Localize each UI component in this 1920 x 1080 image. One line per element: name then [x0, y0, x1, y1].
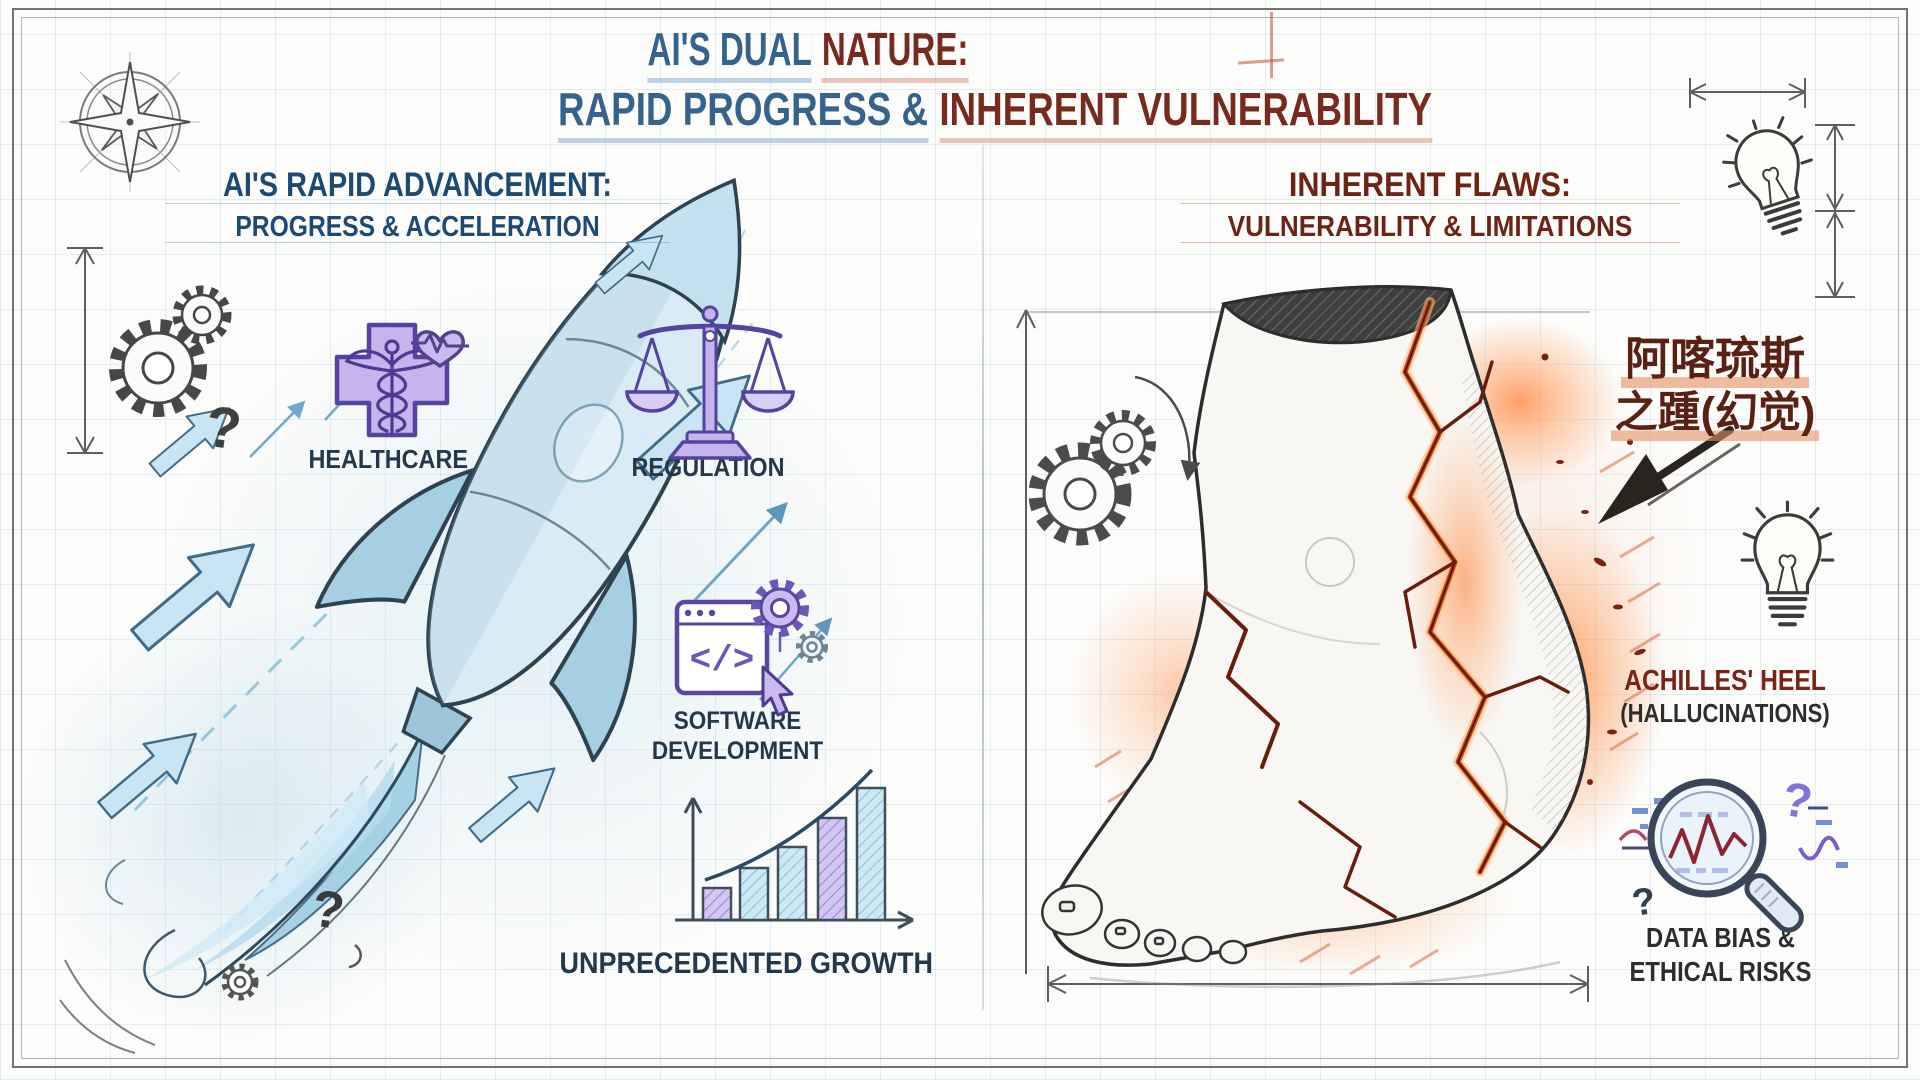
code-tag-glyph: </>: [690, 640, 755, 681]
rocket-exhaust: [105, 729, 446, 999]
label-software-line2: DEVELOPMENT: [651, 737, 824, 765]
page-title-line1: AI'S DUAL NATURE:: [518, 25, 1098, 74]
dimension-arrows-topright: [1689, 78, 1855, 298]
data-marks: [1618, 798, 1848, 868]
medical-cross-icon: [334, 322, 469, 438]
measurement-arrows: [1016, 309, 1590, 1002]
annotation-chinese-line2: 之踵(幻觉): [1595, 378, 1835, 441]
label-healthcare: HEALTHCARE: [308, 444, 468, 474]
title-line2-red: INHERENT VULNERABILITY: [939, 83, 1432, 138]
label-achilles-line2: (HALLUCINATIONS): [1620, 698, 1830, 728]
caduceus-icon: [344, 339, 440, 435]
question-mark-icon: ?: [1629, 880, 1658, 925]
gears-question-doodle: ?: [109, 285, 306, 463]
question-mark-icon: ?: [1778, 773, 1816, 830]
gear-icons: [1028, 375, 1201, 546]
red-register-mark-h: [1237, 58, 1285, 65]
right-heading-line2: VULNERABILITY & LIMITATIONS: [1180, 212, 1680, 244]
label-growth: UNPRECEDENTED GROWTH: [559, 947, 934, 980]
title-line1-blue: AI'S DUAL: [648, 23, 812, 78]
cracked-foot-illustration: [1016, 285, 1741, 1002]
label-databias-line2: ETHICAL RISKS: [1629, 956, 1812, 987]
bar-chart-icon: [675, 768, 914, 930]
right-heading-line1: INHERENT FLAWS:: [1180, 167, 1680, 205]
panel-divider: [982, 145, 984, 1010]
label-databias-line1: DATA BIAS &: [1646, 922, 1795, 953]
page-title-line2: RAPID PROGRESS & INHERENT VULNERABILITY: [458, 85, 1458, 134]
red-register-mark-v: [1270, 12, 1273, 78]
gear-doodle: [221, 963, 259, 1001]
heel-cracks: [1204, 297, 1570, 919]
light-bulb-icon: [1722, 116, 1813, 236]
dimension-arrow-left: [67, 247, 103, 454]
annotation-chinese-line1: 阿喀琉斯: [1595, 322, 1835, 388]
light-bulb-icon: [1740, 500, 1835, 627]
magnifier-icon: ? ?: [1618, 773, 1848, 933]
question-mark-doodle: ?: [308, 879, 348, 941]
cursor-arrow-icon: [761, 665, 794, 717]
left-heading-line2: PROGRESS & ACCELERATION: [165, 212, 670, 244]
rocket-illustration: ?: [59, 177, 833, 1054]
compass-rose-icon: [60, 52, 200, 192]
left-heading-line1: AI'S RAPID ADVANCEMENT:: [165, 167, 670, 205]
title-line1-red: NATURE:: [822, 23, 969, 78]
code-window-icon: </>: [674, 579, 828, 717]
rocket-body: [314, 177, 742, 763]
balance-scale-icon: [625, 305, 795, 460]
question-mark-icon: ?: [201, 394, 245, 463]
heart-pulse-icon: [411, 330, 469, 368]
title-line2-blue: RAPID PROGRESS &: [558, 83, 928, 138]
label-achilles-line1: ACHILLES' HEEL: [1624, 665, 1826, 697]
arrow-to-heel-icon: [1598, 426, 1741, 524]
